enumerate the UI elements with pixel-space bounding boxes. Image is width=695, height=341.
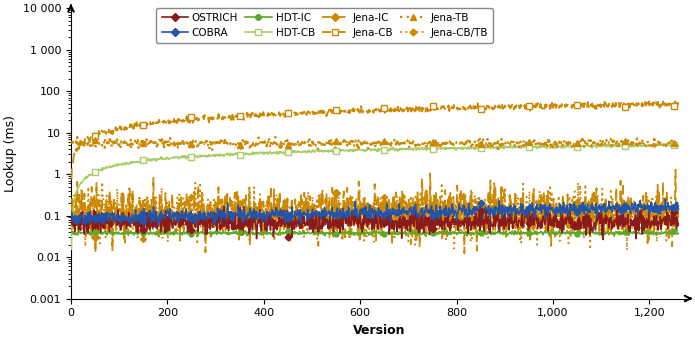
X-axis label: Version: Version <box>353 324 406 337</box>
Y-axis label: Lookup (ms): Lookup (ms) <box>4 115 17 192</box>
Legend: OSTRICH, COBRA, HDT-IC, HDT-CB, Jena-IC, Jena-CB, Jena-TB, Jena-CB/TB: OSTRICH, COBRA, HDT-IC, HDT-CB, Jena-IC,… <box>156 8 493 43</box>
